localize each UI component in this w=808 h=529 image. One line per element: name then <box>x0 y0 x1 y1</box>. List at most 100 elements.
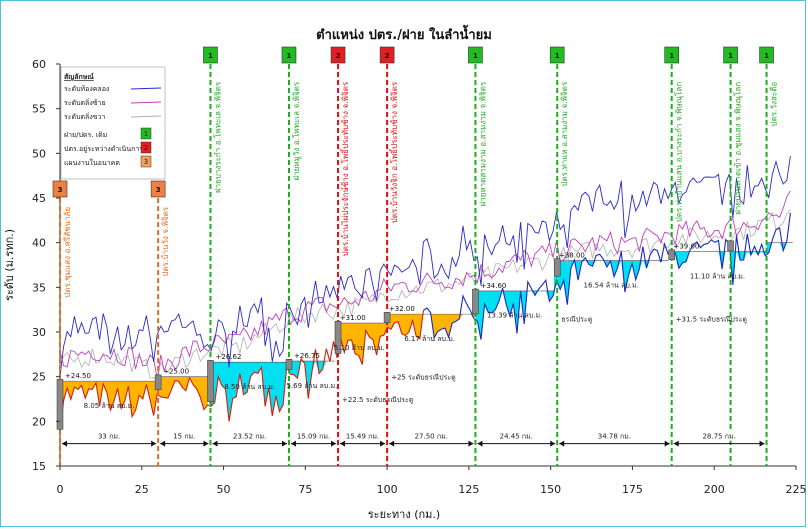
structure-marker-6 <box>379 46 395 64</box>
structure-marker-text-4: 1 <box>287 52 292 60</box>
series-bed-lower <box>60 310 424 434</box>
reservoir-level-label-9: +39.00 <box>673 243 699 251</box>
legend-item-swatch-1 <box>130 87 162 90</box>
segment-arrow-start-1 <box>62 440 67 447</box>
x-axis-label: ระยะทาง (กม.) <box>368 508 440 521</box>
segment-label-bg-3 <box>233 431 266 441</box>
gate-block-3 <box>207 360 214 403</box>
segment-arrow-7 <box>550 440 556 447</box>
structure-marker-1 <box>52 180 68 198</box>
gate-block-6 <box>383 312 391 324</box>
structure-name-5: ปตร.บ้านไผ่ประจักษ์ช้าง อ.โพธิ์ประทับช้า… <box>339 81 350 256</box>
series-bank-right <box>60 209 791 383</box>
reservoir-level-label-3: +26.62 <box>216 353 242 361</box>
legend-title: สัญลักษณ์ <box>64 72 94 81</box>
structure-name-3: ฝายบางระกำ อ.โพทะเล จ.พิจิตร <box>212 81 222 193</box>
gate-annotation-3: ธรณีประตู <box>561 316 592 324</box>
reservoir-volume-4: 5.69 ล้าน ลบ.ม. <box>286 382 337 390</box>
segment-label-bg-8 <box>598 431 631 441</box>
structure-name-10: ฝายบ้านหาดเข้า อ.ชุมแสง จ.พิษณุโลก <box>733 82 743 215</box>
segment-label-bg-5 <box>346 431 379 441</box>
structure-name-4: ฝายหมูวัง อ.โพทะเล จ.พิจิตร <box>291 81 302 180</box>
segment-arrow-start-9 <box>673 440 679 447</box>
reservoir-level-label-8: +38.00 <box>559 252 585 260</box>
reservoir-3 <box>210 362 289 422</box>
structure-name-2: ปตร.บ้านวัง จ.พิจิตร <box>161 206 170 276</box>
y-tick-label-9: 60 <box>32 58 46 71</box>
segment-arrow-start-2 <box>160 440 166 447</box>
reservoir-volume-5: 5.10 ล้าน ลบ.ม. <box>334 344 385 352</box>
structure-marker-text-10: 1 <box>728 52 733 60</box>
segment-label-bg-7 <box>500 431 533 441</box>
y-tick-label-8: 55 <box>32 103 46 116</box>
y-tick-label-0: 15 <box>32 460 46 473</box>
structure-marker-2 <box>150 180 166 198</box>
structure-marker-text-6: 2 <box>385 52 390 60</box>
reservoir-volume-6: 6.17 ล้าน ลบ.ม. <box>404 335 455 343</box>
reservoir-volume-7: 13.39 ล้าน ลบ.ม. <box>487 312 542 320</box>
y-tick-label-1: 20 <box>32 415 46 428</box>
structure-marker-4 <box>281 46 297 64</box>
x-tick-label-6: 150 <box>540 483 561 496</box>
legend-item-swatch-3 <box>130 115 162 118</box>
reservoir-level-label-6: +32.00 <box>389 305 415 313</box>
x-tick-label-3: 75 <box>298 483 312 496</box>
reservoir-level-label-4: +26.75 <box>294 352 320 360</box>
legend-item-swatch-text-4: 1 <box>144 130 148 138</box>
gate-block-5 <box>334 321 342 354</box>
structure-marker-text-5: 2 <box>336 52 341 60</box>
legend-item-swatch-5 <box>140 141 152 154</box>
reservoir-10 <box>766 242 793 256</box>
structure-marker-text-2: 3 <box>156 186 161 194</box>
structure-marker-8 <box>549 46 565 64</box>
structure-marker-9 <box>664 46 679 64</box>
reservoir-6 <box>383 314 476 339</box>
reservoir-level-label-5: +31.00 <box>340 314 366 322</box>
segment-arrow-start-3 <box>212 440 218 447</box>
structure-marker-text-11: 1 <box>764 52 769 60</box>
segment-label-2: 15 กม. <box>173 433 195 441</box>
gate-block-2 <box>154 374 162 391</box>
segment-arrow-start-7 <box>477 440 483 447</box>
y-axis-label: ระดับ (ม.รทก.) <box>3 229 16 301</box>
segment-arrow-6 <box>468 440 474 447</box>
segment-label-1: 33 กม. <box>98 433 120 441</box>
legend-item-swatch-6 <box>140 155 152 168</box>
reservoir-4 <box>288 361 335 399</box>
gate-block-1 <box>56 379 64 430</box>
structure-name-11: ปตร.วังสะตือ <box>770 82 779 127</box>
structure-marker-text-7: 1 <box>473 52 478 60</box>
x-tick-label-1: 25 <box>135 483 149 496</box>
legend-item-label-3: ระดับตลิ่งขวา <box>64 112 105 121</box>
gate-block-9 <box>668 249 675 261</box>
gate-annotation-2: +25 ระดับธรณีประตู <box>391 374 456 382</box>
gate-block-4 <box>285 358 293 370</box>
y-tick-label-3: 30 <box>32 326 46 339</box>
legend-item-label-6: แผนงานในอนาคต <box>64 158 120 167</box>
reservoir-2 <box>158 376 211 410</box>
series-bank-left <box>60 190 791 379</box>
segment-arrow-2 <box>203 440 209 447</box>
legend-item-label-5: ปตร.อยู่ระหว่างดำเนินการ <box>64 145 143 153</box>
segment-label-7: 24.45 กม. <box>500 433 533 441</box>
segment-arrow-start-6 <box>389 440 395 447</box>
gate-annotation-1: +22.5 ระดับธรณีประตู <box>342 396 414 404</box>
gate-block-7 <box>472 288 479 315</box>
legend-item-label-4: ฝาย/ปตร. เดิม <box>64 131 107 139</box>
reservoir-8 <box>553 260 669 305</box>
segment-arrow-start-5 <box>340 440 346 447</box>
segment-label-6: 27.50 กม. <box>415 433 448 441</box>
segment-label-bg-4 <box>297 431 330 441</box>
segment-arrow-4 <box>331 440 337 447</box>
reservoir-volume-1: 8.05 ล้าน ลบ.ม. <box>84 402 135 410</box>
segment-arrow-1 <box>151 440 157 447</box>
x-tick-label-7: 175 <box>622 483 643 496</box>
x-tick-label-5: 125 <box>458 483 479 496</box>
structure-name-8: ปตร.ท่าแห อ.สามง่าม จ.พิจิตร <box>560 81 569 186</box>
reservoir-level-label-2: +25.00 <box>163 368 189 376</box>
segment-label-9: 28.75 กม. <box>702 433 735 441</box>
reservoir-volume-8: 16.54 ล้าน ลบ.ม. <box>584 281 639 289</box>
segment-arrow-start-8 <box>559 440 565 447</box>
series-channel-bed <box>60 156 791 377</box>
